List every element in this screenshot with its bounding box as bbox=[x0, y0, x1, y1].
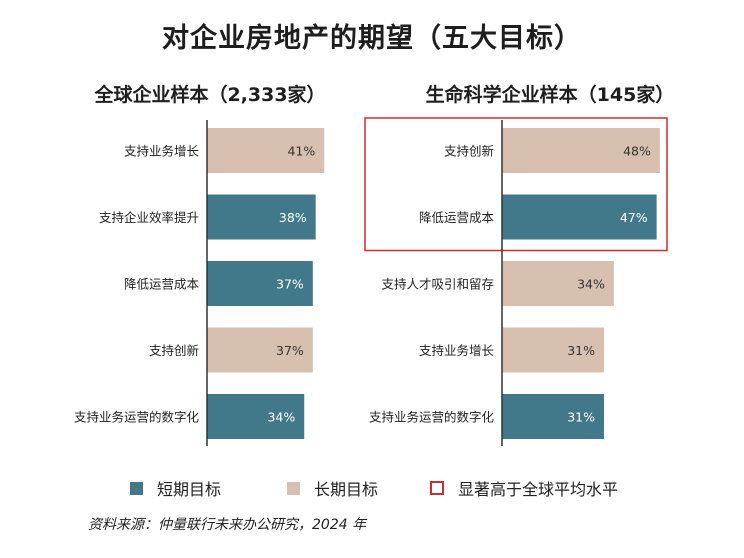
left-panel-title: 全球企业样本（2,333家） bbox=[94, 84, 326, 106]
right-value-label-4: 31% bbox=[567, 343, 595, 358]
right-category-label-4: 支持业务增长 bbox=[419, 343, 495, 358]
legend-label-short-term: 短期目标 bbox=[157, 480, 222, 499]
legend-swatch-long-term bbox=[287, 481, 300, 495]
legend-label-highlight: 显著高于全球平均水平 bbox=[458, 480, 619, 499]
left-bar-1 bbox=[207, 128, 325, 173]
right-bar-3 bbox=[502, 261, 614, 306]
left-bar-2 bbox=[207, 194, 316, 240]
right-highlight-box bbox=[364, 117, 668, 252]
left-category-label-2: 支持企业效率提升 bbox=[99, 210, 199, 225]
legend-label-long-term: 长期目标 bbox=[314, 480, 379, 499]
right-category-label-3: 支持人才吸引和留存 bbox=[381, 277, 494, 292]
left-value-label-1: 41% bbox=[287, 144, 315, 159]
legend-item-short-term: 短期目标 bbox=[130, 476, 221, 500]
right-category-label-5: 支持业务运营的数字化 bbox=[369, 410, 495, 425]
left-value-label-2: 38% bbox=[279, 210, 307, 225]
legend-swatch-highlight bbox=[430, 481, 444, 495]
right-bar-2 bbox=[502, 194, 657, 240]
page-title: 对企业房地产的期望（五大目标） bbox=[162, 23, 582, 54]
bar-charts: 支持业务增长 41% 支持企业效率提升 38% 降低运营成本 37% 支持创新 37% 支持业务… bbox=[74, 117, 668, 446]
source-note: 资料来源：仲量联行未来办公研究，2024 年 bbox=[88, 517, 367, 533]
legend-item-highlight: 显著高于全球平均水平 bbox=[430, 476, 618, 500]
right-value-label-5: 31% bbox=[567, 410, 595, 425]
legend-item-long-term: 长期目标 bbox=[287, 476, 378, 500]
left-value-label-5: 34% bbox=[267, 410, 295, 425]
left-category-label-1: 支持业务增长 bbox=[124, 144, 200, 159]
left-value-label-4: 37% bbox=[276, 343, 304, 358]
right-bar-1 bbox=[502, 128, 660, 173]
right-category-label-2: 降低运营成本 bbox=[419, 210, 495, 225]
left-value-label-3: 37% bbox=[276, 277, 304, 292]
left-category-label-4: 支持创新 bbox=[149, 343, 199, 358]
legend: 短期目标 长期目标 显著高于全球平均水平 bbox=[0, 476, 744, 500]
legend-swatch-short-term bbox=[130, 481, 143, 495]
right-value-label-2: 47% bbox=[620, 210, 648, 225]
right-bar-4 bbox=[502, 327, 604, 373]
left-category-label-3: 降低运营成本 bbox=[124, 277, 200, 292]
left-category-label-5: 支持业务运营的数字化 bbox=[74, 410, 200, 425]
right-value-label-3: 34% bbox=[577, 277, 605, 292]
left-bar-4 bbox=[207, 327, 313, 373]
left-bar-3 bbox=[207, 261, 313, 306]
right-bar-5 bbox=[502, 394, 604, 439]
right-value-label-1: 48% bbox=[623, 144, 651, 159]
right-category-label-1: 支持创新 bbox=[444, 144, 494, 159]
right-panel-title: 生命科学企业样本（145家） bbox=[425, 84, 675, 106]
left-bar-5 bbox=[207, 394, 305, 439]
